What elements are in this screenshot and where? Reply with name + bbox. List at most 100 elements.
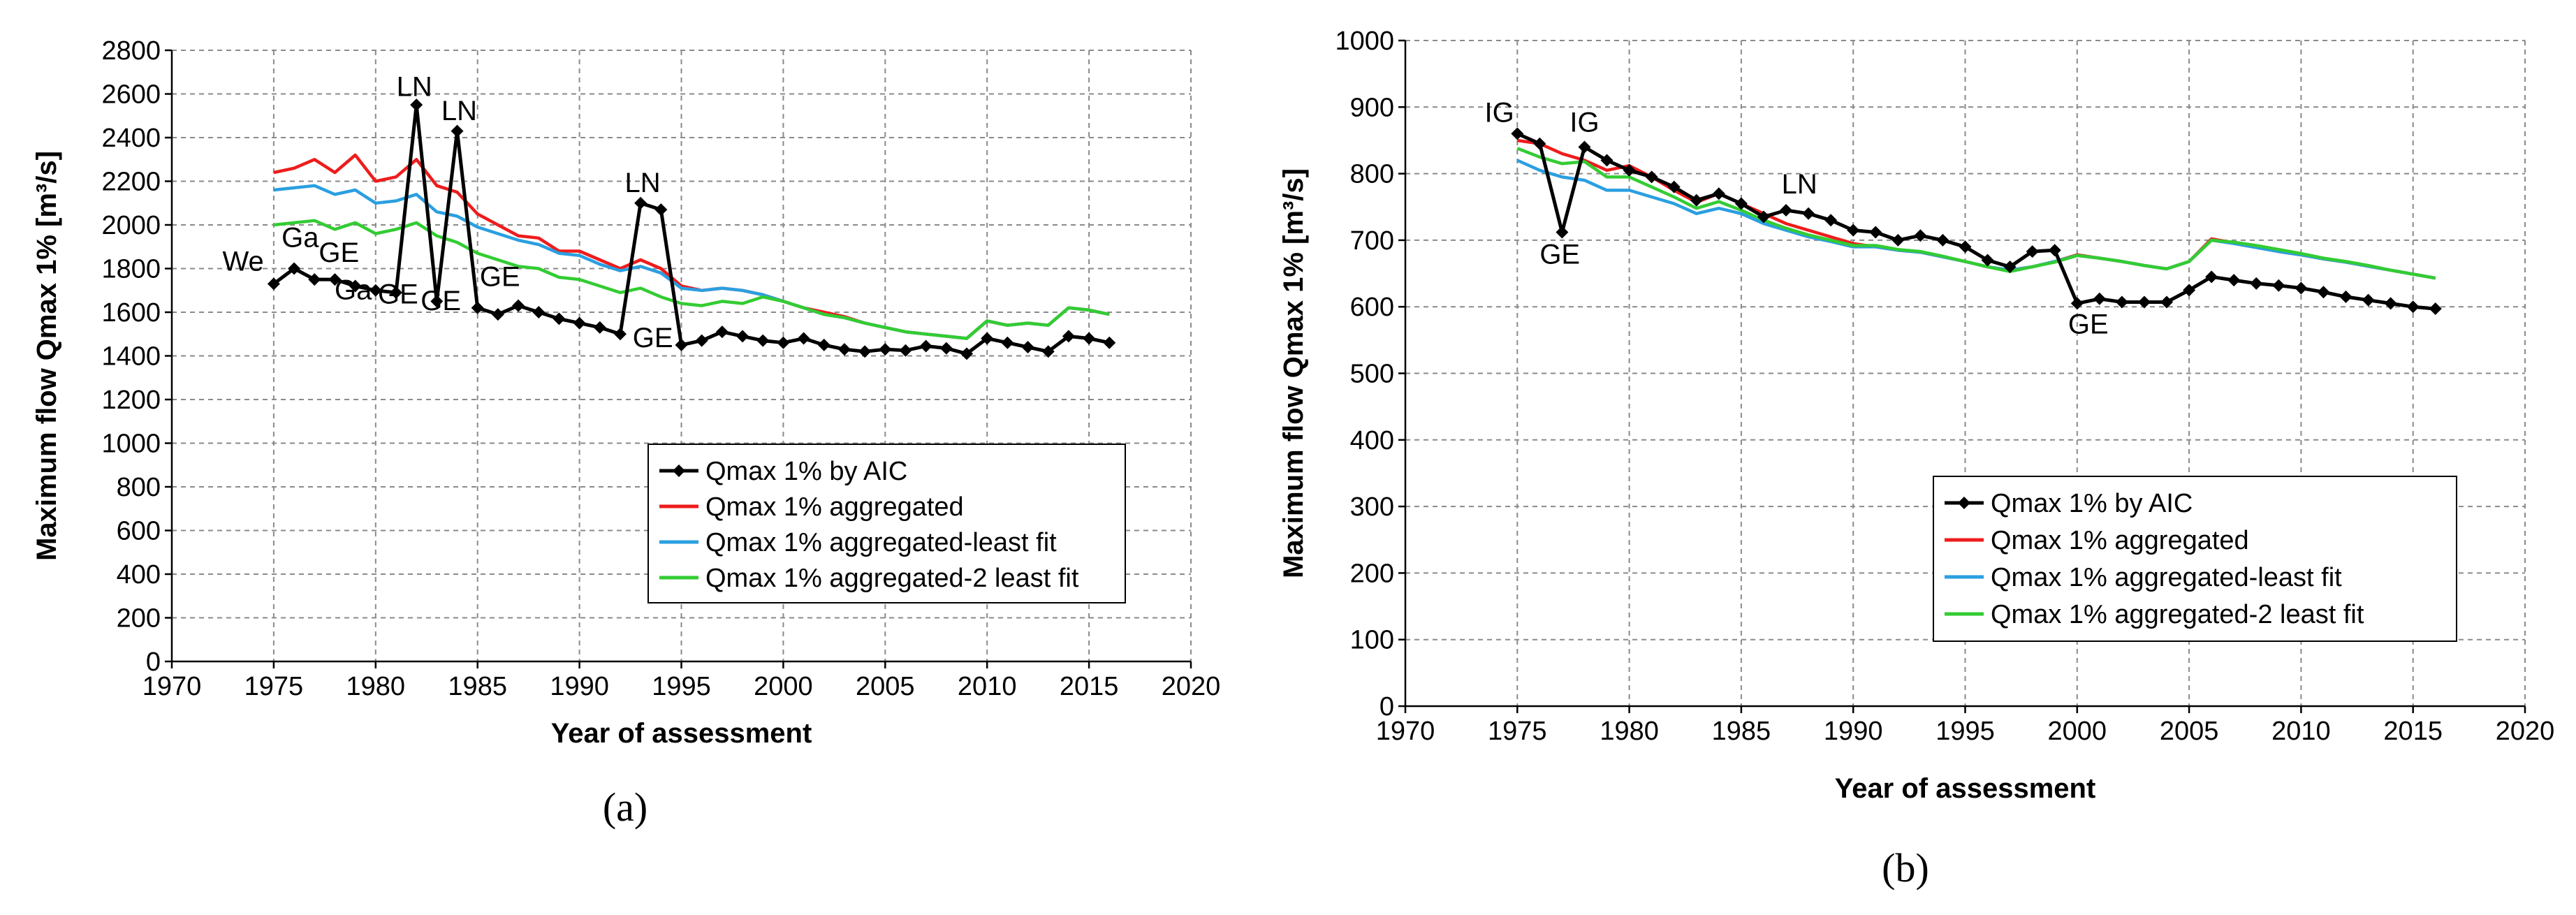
x-tick-label: 1980 <box>346 672 406 701</box>
data-point-marker <box>1511 127 1524 140</box>
data-point-marker <box>532 306 546 319</box>
data-point-marker <box>736 330 749 343</box>
legend-entry-label: Qmax 1% aggregated-2 least fit <box>1991 600 2364 629</box>
data-point-marker <box>2250 277 2263 290</box>
data-point-marker <box>2295 281 2308 295</box>
data-point-marker <box>879 343 892 356</box>
annotation-label: LN <box>441 96 477 126</box>
data-point-marker <box>1041 345 1055 358</box>
y-axis-title: Maximum flow Qmax 1% [m³/s] <box>31 151 62 561</box>
data-point-marker <box>2227 274 2241 287</box>
data-point-marker <box>695 334 708 347</box>
y-tick-label: 1000 <box>101 430 161 459</box>
annotation-label: GE <box>480 262 520 293</box>
panel-label: (b) <box>1882 845 1929 891</box>
y-tick-label: 200 <box>1350 559 1394 588</box>
y-axis-title: Maximum flow Qmax 1% [m³/s] <box>1278 168 1309 578</box>
y-tick-label: 2000 <box>101 211 161 240</box>
legend-entry-label: Qmax 1% aggregated-least fit <box>1991 563 2342 592</box>
data-point-marker <box>2406 300 2420 314</box>
legend-entry-label: Qmax 1% by AIC <box>705 457 907 486</box>
y-tick-label: 1600 <box>101 298 161 328</box>
y-tick-label: 2200 <box>101 168 161 197</box>
data-point-marker <box>981 332 994 345</box>
series-line-qmax-1-aggregated-2-least-fit <box>273 219 1110 340</box>
x-tick-label: 1985 <box>1712 717 1771 746</box>
data-point-marker <box>2070 297 2084 310</box>
data-point-marker <box>939 342 953 355</box>
x-tick-label: 1990 <box>550 672 609 701</box>
data-point-marker <box>899 344 912 357</box>
y-tick-label: 800 <box>1350 160 1394 189</box>
data-point-marker <box>837 343 851 356</box>
y-tick-label: 900 <box>1350 93 1394 122</box>
annotation-label: GE <box>2068 309 2109 339</box>
data-point-marker <box>1667 180 1681 193</box>
y-tick-label: 400 <box>1350 426 1394 455</box>
y-tick-label: 2400 <box>101 124 161 153</box>
annotation-label: LN <box>624 168 660 198</box>
data-point-marker <box>593 321 606 334</box>
y-tick-label: 200 <box>117 604 161 634</box>
annotation-label: We <box>222 247 263 277</box>
data-point-marker <box>756 334 770 347</box>
y-tick-label: 0 <box>1380 692 1394 722</box>
x-tick-label: 2020 <box>2496 717 2555 746</box>
x-tick-label: 2015 <box>1060 672 1119 701</box>
y-tick-label: 1400 <box>101 342 161 372</box>
data-point-marker <box>2003 261 2017 274</box>
data-point-marker <box>308 273 321 286</box>
data-point-marker <box>2026 245 2039 258</box>
data-point-marker <box>817 338 830 351</box>
data-point-marker <box>2115 295 2128 309</box>
annotation-label: GE <box>378 279 418 310</box>
legend-entry-label: Qmax 1% aggregated-least fit <box>705 528 1057 557</box>
data-point-marker <box>389 286 402 299</box>
x-tick-label: 1975 <box>1488 717 1547 746</box>
legend-marker <box>673 464 685 477</box>
data-point-marker <box>430 295 444 308</box>
data-point-marker <box>675 338 688 351</box>
chart-panel-b: 0 100 200 300 400 500 600 700 800 900 1000 1970 1975… <box>1278 27 2554 891</box>
y-tick-label: 1000 <box>1335 27 1394 56</box>
y-tick-label: 400 <box>117 560 161 590</box>
x-tick-label: 1975 <box>244 672 304 701</box>
legend-entry-label: Qmax 1% aggregated <box>705 492 964 522</box>
data-point-marker <box>2272 279 2285 292</box>
data-point-marker <box>328 273 342 286</box>
legend-entry-label: Qmax 1% aggregated-2 least fit <box>705 564 1079 593</box>
data-point-marker <box>1914 229 1927 242</box>
data-point-marker <box>858 345 872 358</box>
legend-entry-label: Qmax 1% aggregated <box>1991 526 2249 555</box>
data-point-marker <box>471 301 484 314</box>
annotation-label: Ga <box>335 274 372 305</box>
annotation-label: GE <box>633 323 673 353</box>
annotation-label: LN <box>1782 169 1817 200</box>
x-tick-label: 2005 <box>2160 717 2219 746</box>
data-point-marker <box>634 196 647 210</box>
data-point-marker <box>2093 292 2106 305</box>
x-tick-label: 1980 <box>1600 717 1659 746</box>
data-point-marker <box>1021 341 1034 353</box>
data-point-marker <box>613 328 627 341</box>
legend-box <box>647 444 1126 603</box>
data-point-marker <box>349 279 362 293</box>
x-tick-label: 2010 <box>2271 717 2331 746</box>
data-point-marker <box>1959 240 1972 254</box>
data-point-marker <box>288 262 301 275</box>
x-tick-label: 2015 <box>2383 717 2443 746</box>
data-point-marker <box>1847 224 1860 237</box>
data-point-marker <box>2362 293 2375 307</box>
data-point-marker <box>797 332 810 345</box>
data-point-marker <box>919 339 932 353</box>
y-tick-label: 100 <box>1350 626 1394 655</box>
data-point-marker <box>2339 290 2352 303</box>
data-point-marker <box>1062 330 1075 343</box>
data-point-marker <box>1757 210 1770 224</box>
data-point-marker <box>1734 197 1748 210</box>
data-point-marker <box>715 325 729 339</box>
data-point-marker <box>1578 140 1591 154</box>
annotation-label: GE <box>1539 239 1580 270</box>
annotation-label: GE <box>420 286 461 316</box>
